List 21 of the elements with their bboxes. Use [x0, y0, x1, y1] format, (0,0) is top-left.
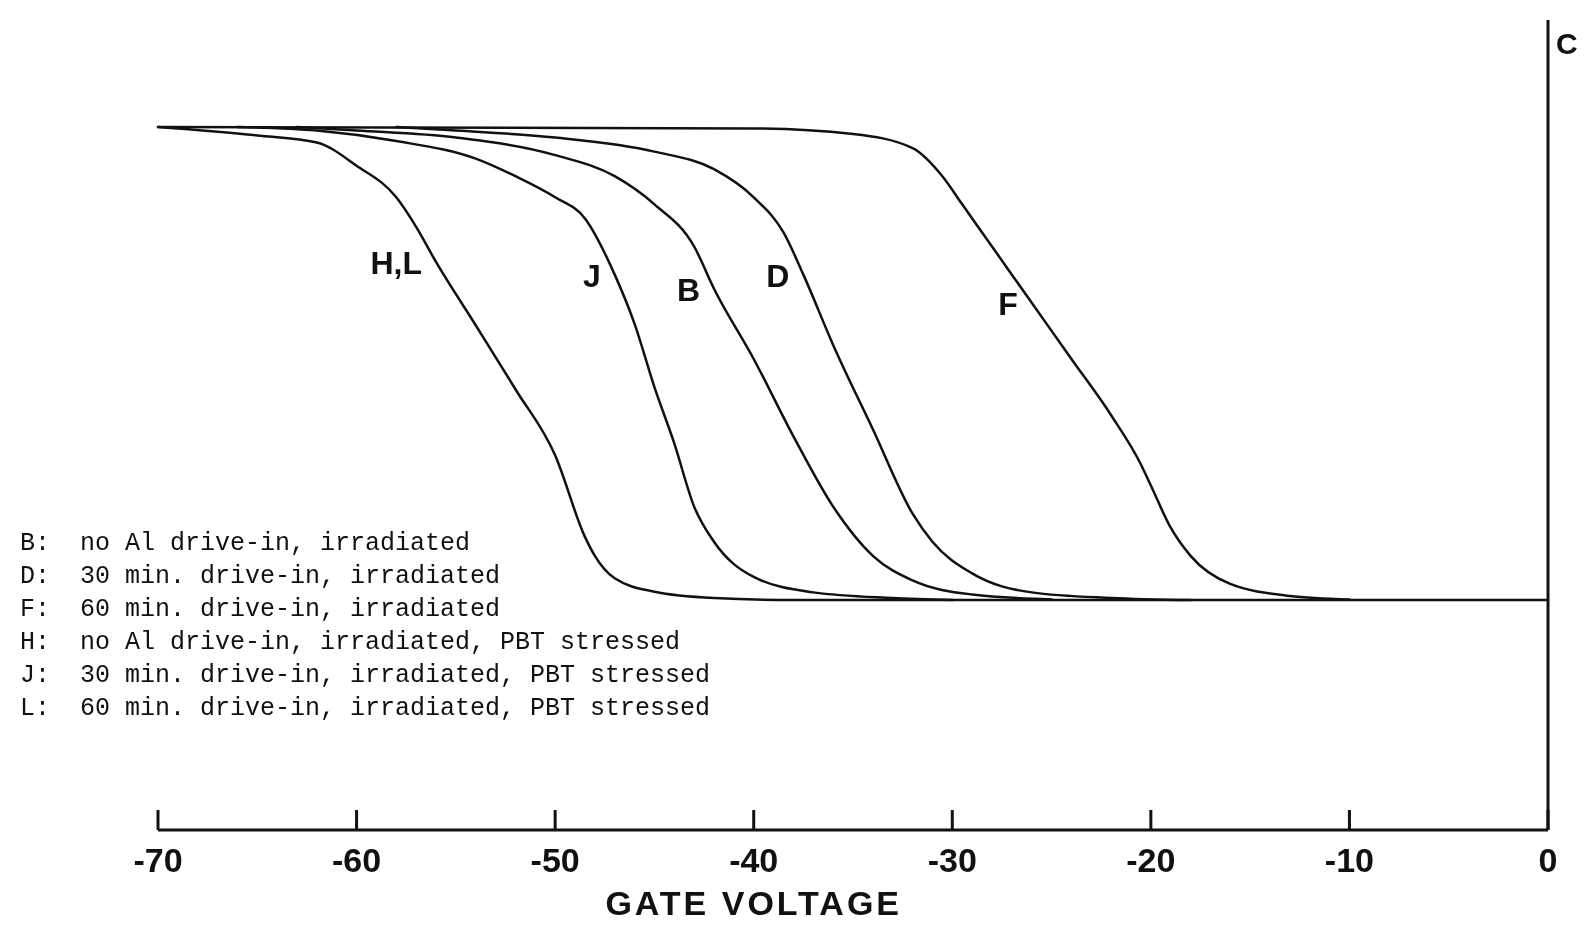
x-tick-label: -70	[133, 841, 183, 879]
x-tick-label: 0	[1538, 841, 1558, 879]
series-label: H,L	[370, 244, 422, 281]
x-tick-label: -30	[927, 841, 977, 879]
y-axis-title: C	[1556, 27, 1578, 60]
x-axis-title: GATE VOLTAGE	[605, 884, 903, 922]
series-label: B	[676, 271, 700, 308]
x-tick-label: -20	[1126, 841, 1176, 879]
series-label: J	[582, 257, 601, 294]
annotation: J: 30 min. drive-in, irradiated, PBT stressed	[20, 661, 711, 690]
annotation: L: 60 min. drive-in, irradiated, PBT stressed	[20, 694, 711, 723]
annotation: B: no Al drive-in, irradiated	[20, 529, 471, 558]
annotation: D: 30 min. drive-in, irradiated	[20, 562, 501, 591]
x-tick-label: -40	[729, 841, 779, 879]
x-tick-label: -10	[1324, 841, 1374, 879]
x-tick-label: -50	[530, 841, 580, 879]
series-label: D	[766, 257, 790, 294]
x-tick-label: -60	[332, 841, 382, 879]
annotation: F: 60 min. drive-in, irradiated	[20, 595, 501, 624]
series-label: F	[998, 285, 1018, 322]
annotation: H: no Al drive-in, irradiated, PBT stressed	[20, 628, 681, 657]
